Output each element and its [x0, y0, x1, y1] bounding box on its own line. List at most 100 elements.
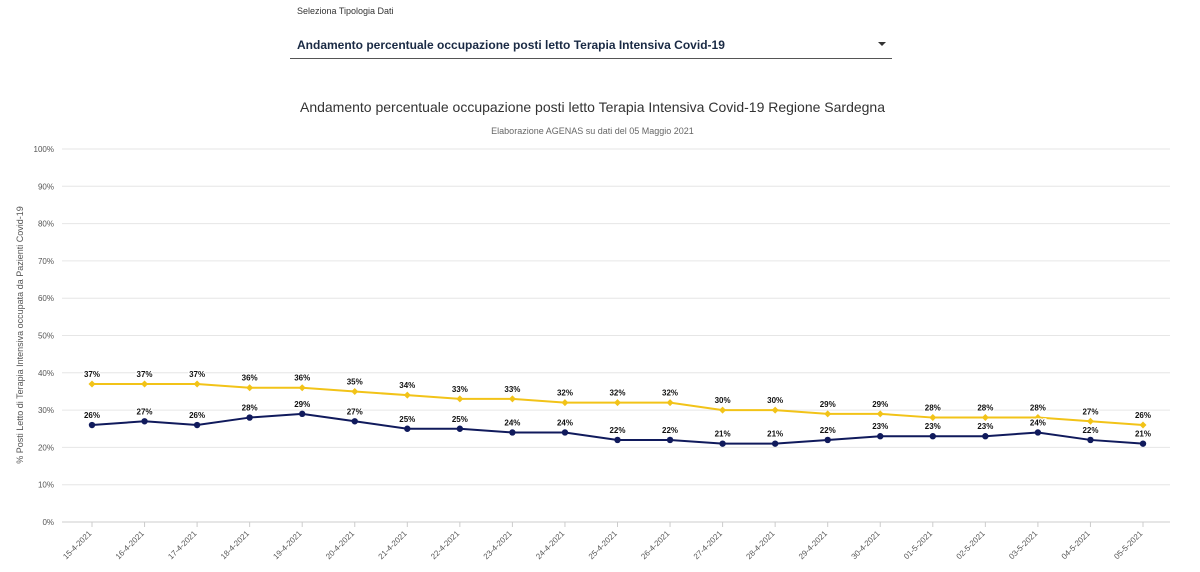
- data-type-dropdown[interactable]: Andamento percentuale occupazione posti …: [290, 30, 892, 59]
- x-tick-label: 22-4-2021: [429, 529, 462, 562]
- x-tick-label: 21-4-2021: [377, 529, 410, 562]
- data-point: [508, 395, 516, 403]
- data-label: 25%: [452, 415, 468, 424]
- y-tick-label: 10%: [38, 481, 54, 490]
- y-tick-label: 40%: [38, 369, 54, 378]
- data-label: 27%: [1082, 407, 1098, 416]
- data-label: 24%: [557, 418, 573, 427]
- data-label: 22%: [609, 426, 625, 435]
- y-tick-label: 60%: [38, 294, 54, 303]
- data-point: [929, 414, 937, 422]
- data-label: 37%: [84, 370, 100, 379]
- data-point: [193, 380, 201, 388]
- data-label: 23%: [872, 422, 888, 431]
- y-tick-label: 80%: [38, 220, 54, 229]
- chevron-down-icon[interactable]: [878, 42, 886, 46]
- data-label: 29%: [294, 400, 310, 409]
- data-point: [351, 418, 358, 425]
- data-label: 23%: [925, 422, 941, 431]
- data-label: 21%: [767, 430, 783, 439]
- data-label: 27%: [347, 407, 363, 416]
- data-label: 28%: [925, 404, 941, 413]
- x-tick-label: 17-4-2021: [166, 529, 199, 562]
- data-label: 21%: [1135, 430, 1151, 439]
- data-point: [561, 429, 569, 436]
- data-label: 32%: [557, 389, 573, 398]
- data-label: 34%: [399, 381, 415, 390]
- data-point: [246, 384, 254, 392]
- data-point: [771, 406, 779, 414]
- x-tick-label: 20-4-2021: [324, 529, 357, 562]
- data-point: [614, 399, 621, 407]
- data-point: [824, 436, 831, 444]
- data-point: [824, 410, 832, 418]
- x-tick-label: 30-4-2021: [850, 529, 883, 562]
- data-point: [877, 433, 884, 440]
- data-label: 37%: [189, 370, 205, 379]
- data-label: 32%: [609, 389, 625, 398]
- data-label: 25%: [399, 415, 415, 424]
- data-label: 36%: [242, 374, 258, 383]
- data-label: 22%: [662, 426, 678, 435]
- data-label: 33%: [504, 385, 520, 394]
- y-tick-label: 0%: [42, 518, 54, 527]
- data-label: 33%: [452, 385, 468, 394]
- data-point: [1139, 440, 1147, 447]
- x-tick-label: 16-4-2021: [114, 529, 147, 562]
- data-point: [299, 410, 306, 418]
- data-point: [666, 399, 674, 407]
- data-point: [88, 421, 96, 429]
- data-label: 32%: [662, 389, 678, 398]
- y-tick-label: 90%: [38, 182, 54, 191]
- dropdown-selected-value: Andamento percentuale occupazione posti …: [297, 38, 725, 52]
- data-point: [719, 440, 726, 447]
- data-label: 37%: [137, 370, 153, 379]
- data-label: 23%: [977, 422, 993, 431]
- data-label: 27%: [137, 407, 153, 416]
- chart-subtitle: Elaborazione AGENAS su dati del 05 Maggi…: [491, 126, 694, 136]
- data-point: [351, 387, 359, 395]
- data-label: 36%: [294, 374, 310, 383]
- x-tick-label: 18-4-2021: [219, 529, 252, 562]
- data-label: 28%: [242, 404, 258, 413]
- data-label: 24%: [1030, 418, 1046, 427]
- data-point: [982, 433, 989, 440]
- data-type-selector: Seleziona Tipologia Dati Andamento perce…: [290, 0, 892, 60]
- y-tick-label: 100%: [34, 145, 54, 154]
- data-point: [561, 399, 569, 407]
- data-point: [1139, 421, 1147, 429]
- data-label: 30%: [715, 396, 731, 405]
- data-label: 29%: [820, 400, 836, 409]
- data-point: [88, 380, 96, 388]
- data-point: [193, 421, 201, 429]
- data-label: 28%: [1030, 404, 1046, 413]
- y-tick-label: 70%: [38, 257, 54, 266]
- data-point: [1086, 417, 1094, 425]
- x-tick-label: 15-4-2021: [61, 529, 94, 562]
- data-label: 26%: [1135, 411, 1151, 420]
- selector-label: Seleziona Tipologia Dati: [297, 6, 394, 16]
- data-point: [1034, 414, 1042, 422]
- data-label: 29%: [872, 400, 888, 409]
- data-label: 35%: [347, 377, 363, 386]
- data-point: [1087, 436, 1094, 444]
- chart-title: Andamento percentuale occupazione posti …: [299, 99, 886, 115]
- data-point: [666, 436, 674, 444]
- data-point: [509, 429, 516, 436]
- data-point: [298, 384, 306, 392]
- x-tick-label: 04-5-2021: [1060, 529, 1093, 562]
- data-point: [403, 391, 411, 399]
- data-point: [246, 414, 253, 421]
- data-point: [141, 380, 149, 388]
- x-tick-label: 01-5-2021: [902, 529, 935, 562]
- data-point: [771, 440, 779, 447]
- data-point: [876, 410, 884, 418]
- x-tick-label: 25-4-2021: [587, 529, 620, 562]
- data-point: [614, 436, 621, 444]
- y-tick-label: 20%: [38, 443, 54, 452]
- data-point: [404, 425, 411, 432]
- data-point: [981, 414, 989, 422]
- data-point: [719, 406, 727, 414]
- x-tick-label: 26-4-2021: [639, 529, 672, 562]
- data-label: 26%: [84, 411, 100, 420]
